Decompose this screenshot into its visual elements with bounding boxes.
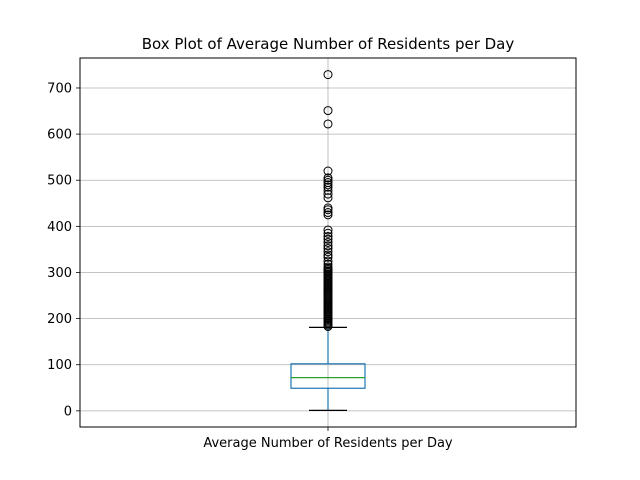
- outlier-point: [323, 241, 333, 251]
- outlier-point: [323, 193, 333, 203]
- outlier-point: [323, 262, 333, 272]
- outlier-point: [323, 243, 333, 253]
- y-tick-label: 300: [47, 266, 72, 281]
- outlier-point: [323, 175, 333, 185]
- outliers: [323, 70, 333, 331]
- outlier-point: [323, 232, 333, 242]
- y-tick-label: 500: [47, 174, 72, 189]
- outlier-point: [323, 106, 333, 116]
- outlier-point: [323, 208, 333, 218]
- y-tick-label: 700: [47, 81, 72, 96]
- outlier-point: [323, 259, 333, 269]
- outlier-point: [323, 256, 333, 266]
- outlier-point: [323, 203, 333, 213]
- y-tick-label: 0: [64, 404, 72, 419]
- outlier-point: [323, 189, 333, 199]
- y-axis-ticks: 0 100 200 300 400 500 600 700: [47, 81, 80, 419]
- outlier-point: [323, 210, 333, 220]
- outlier-point: [323, 234, 333, 244]
- x-axis-ticks: Average Number of Residents per Day: [203, 427, 453, 451]
- y-tick-label: 200: [47, 312, 72, 327]
- y-tick-label: 100: [47, 358, 72, 373]
- outlier-point: [323, 119, 333, 129]
- outlier-point: [323, 70, 333, 80]
- outlier-point: [323, 180, 333, 190]
- outlier-point: [323, 173, 333, 183]
- box-plot: [290, 326, 366, 411]
- y-tick-label: 600: [47, 128, 72, 143]
- outlier-point: [323, 247, 333, 257]
- outlier-point: [323, 238, 333, 247]
- iqr-box: [290, 363, 366, 389]
- y-tick-label: 400: [47, 220, 72, 235]
- outlier-point: [323, 178, 333, 188]
- outlier-point: [323, 250, 333, 260]
- outlier-point: [323, 228, 333, 238]
- chart-title: Box Plot of Average Number of Residents …: [142, 35, 515, 53]
- outlier-point: [323, 166, 333, 176]
- outlier-point: [323, 182, 333, 192]
- grid: [80, 58, 576, 427]
- outlier-point: [323, 225, 333, 235]
- outlier-point: [323, 252, 333, 262]
- x-tick-label: Average Number of Residents per Day: [203, 436, 453, 451]
